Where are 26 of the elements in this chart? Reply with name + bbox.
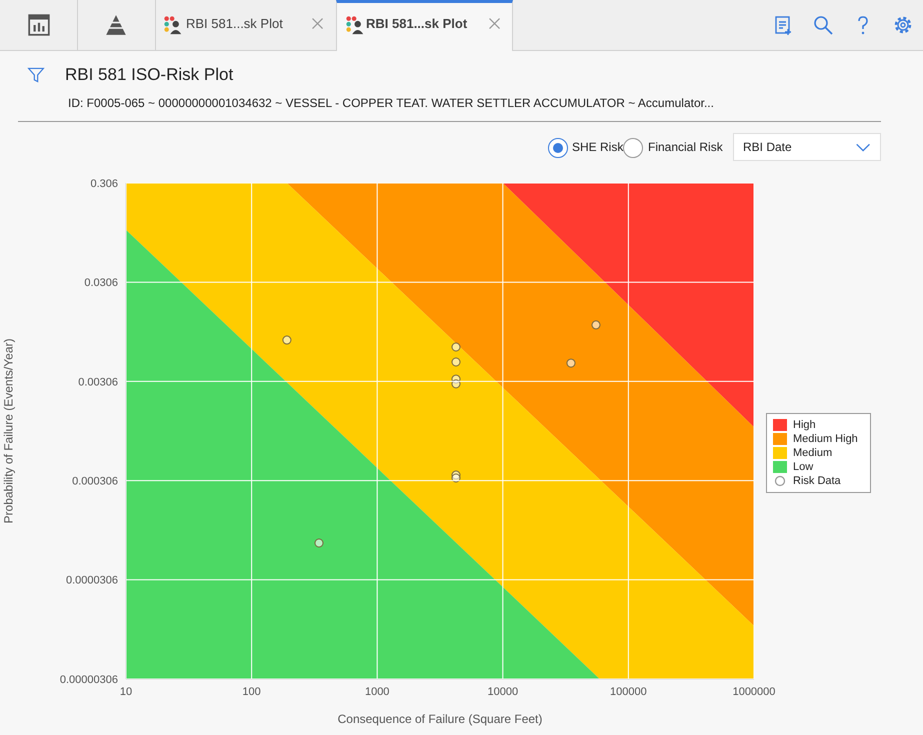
y-tick-label: 0.00306 — [78, 376, 118, 388]
text: RBI Date — [743, 140, 792, 154]
text: SHE Risk — [572, 140, 624, 154]
legend-label: Risk Data — [793, 475, 841, 487]
text: RBI 581...sk Plot — [186, 16, 283, 31]
y-axis-title: Probability of Failure (Events/Year) — [1, 338, 16, 524]
x-tick-label: 100 — [242, 686, 261, 698]
x-tick-label: 1000 — [364, 686, 390, 698]
x-tick-label: 10000 — [488, 686, 518, 698]
legend-label: High — [793, 419, 816, 431]
y-tick-label: 0.0306 — [84, 277, 118, 290]
text: RBI 581...sk Plot — [366, 16, 468, 31]
chart-subtitle: ID: F0005-065 ~ 00000000001034632 ~ VESSEL - COPPER TEAT. WATER SETTLER ACCUMULATOR ~ Accumulator... — [68, 96, 714, 110]
y-tick-label: 0.00000306 — [60, 674, 118, 686]
legend-label: Medium — [793, 447, 832, 459]
y-tick-label: 0.0000306 — [66, 574, 118, 587]
text: Financial Risk — [648, 140, 723, 154]
y-tick-label: 0.306 — [90, 178, 118, 190]
chart-title: RBI 581 ISO-Risk Plot — [65, 65, 234, 85]
x-tick-label: 1000000 — [732, 686, 776, 698]
y-tick-label: 0.000306 — [72, 476, 118, 488]
legend-label: Medium High — [793, 433, 858, 445]
legend-label: Low — [793, 461, 814, 473]
x-axis-title: Consequence of Failure (Square Feet) — [338, 712, 542, 726]
x-tick-label: 10 — [120, 686, 132, 698]
x-tick-label: 100000 — [610, 686, 647, 698]
